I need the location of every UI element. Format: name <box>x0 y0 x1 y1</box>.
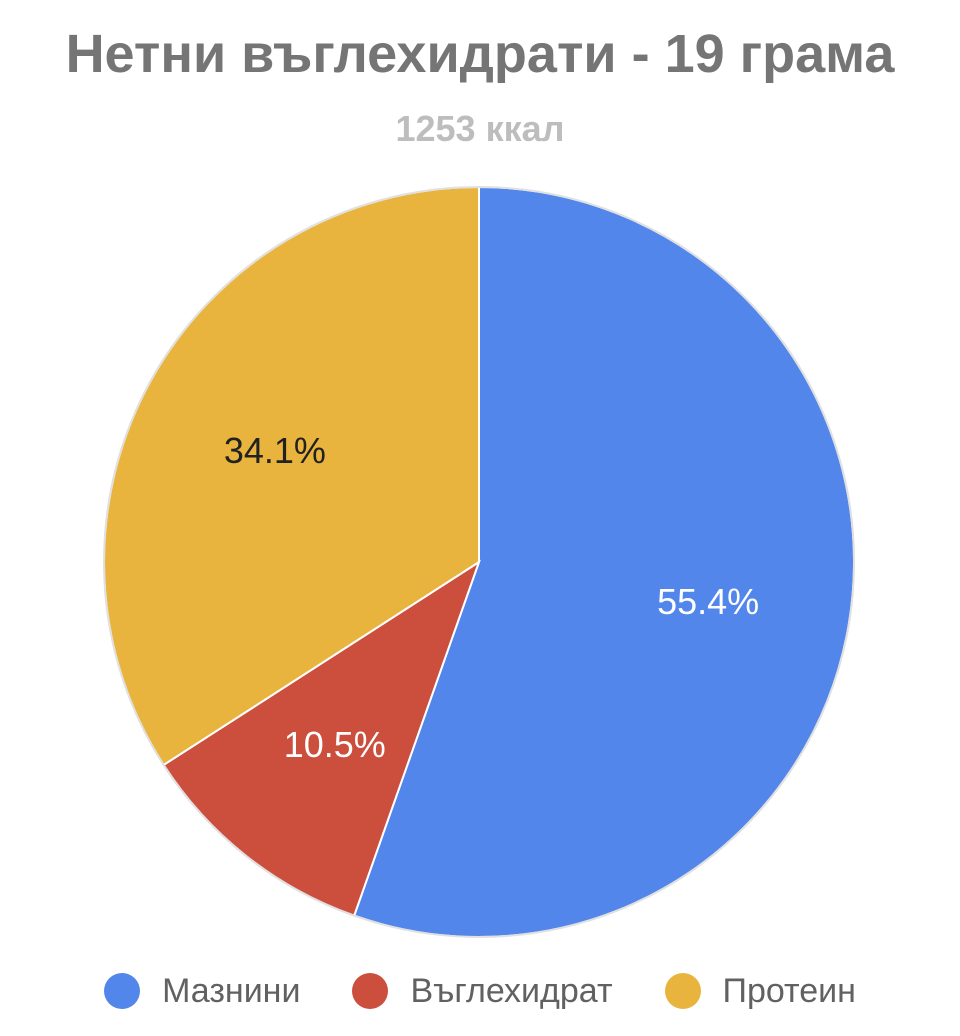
pie-slices <box>103 185 855 938</box>
legend-item-fat[interactable]: Мазнини <box>104 972 300 1011</box>
legend-item-carbs[interactable]: Въглехидрат <box>352 971 613 1011</box>
pie-slice-labels: 55.4% 10.5% 34.1% <box>224 430 759 765</box>
chart-subtitle: 1253 ккал <box>395 108 565 149</box>
legend-label-fat: Мазнини <box>162 971 301 1010</box>
legend-label-protein: Протеин <box>722 971 856 1010</box>
slice-label-protein: 34.1% <box>224 430 326 471</box>
legend-swatch-carbs <box>352 973 389 1009</box>
chart-title: Нетни въглехидрати - 19 грама <box>65 24 895 84</box>
legend-swatch-fat <box>104 973 141 1009</box>
pie-outline <box>103 186 855 938</box>
slice-label-carbs: 10.5% <box>284 724 386 765</box>
chart-legend: Мазнини Въглехидрат Протеин <box>0 966 960 1016</box>
slice-label-fat: 55.4% <box>657 581 759 622</box>
legend-swatch-protein <box>664 973 701 1009</box>
legend-item-protein[interactable]: Протеин <box>664 971 856 1011</box>
legend-label-carbs: Въглехидрат <box>410 971 613 1010</box>
